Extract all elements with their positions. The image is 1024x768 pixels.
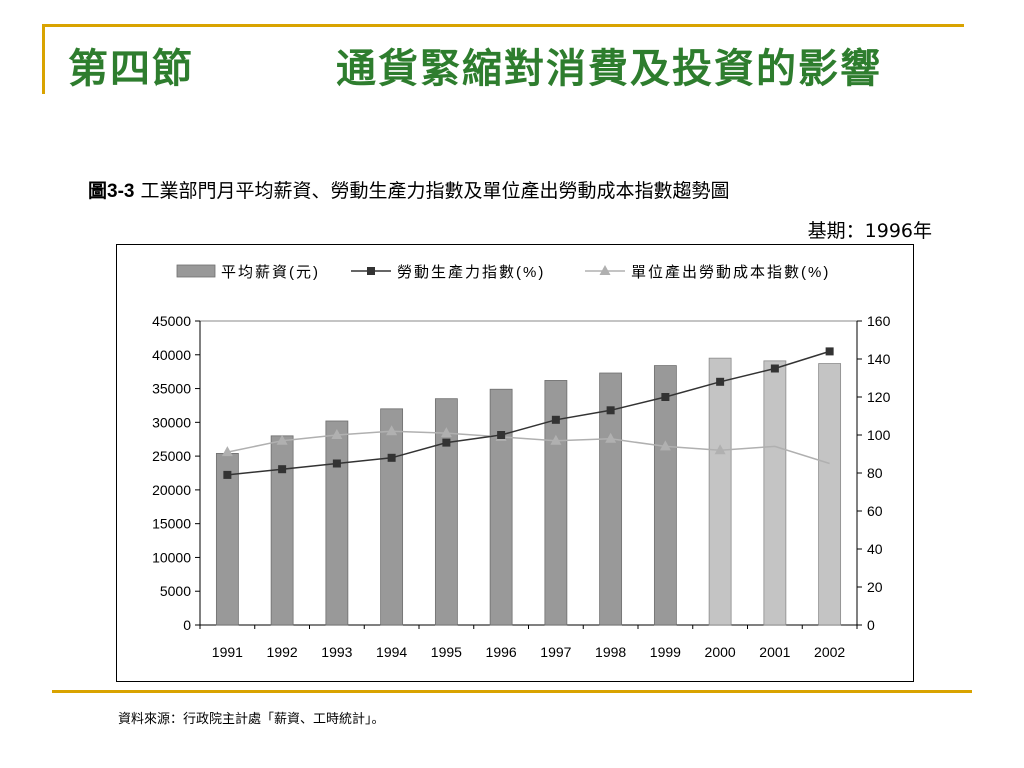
y-right-tick-label: 20 — [867, 579, 883, 595]
y-left-tick-label: 35000 — [152, 381, 191, 397]
x-tick-label: 2001 — [759, 644, 790, 660]
y-left-tick-label: 45000 — [152, 313, 191, 329]
marker-triangle — [714, 444, 726, 455]
bar-average-salary — [325, 420, 349, 626]
marker-triangle — [440, 427, 452, 438]
bar-average-salary — [215, 453, 239, 626]
y-left-tick-label: 30000 — [152, 414, 191, 430]
figure-number: 圖3-3 — [88, 181, 135, 202]
y-left-tick-label: 10000 — [152, 549, 191, 565]
bar-average-salary — [380, 408, 404, 626]
bar-average-salary — [270, 435, 294, 626]
bar-average-salary — [599, 372, 623, 626]
marker-square — [661, 393, 670, 401]
marker-triangle — [386, 425, 398, 436]
marker-square — [223, 470, 232, 479]
y-left-tick-label: 40000 — [152, 347, 191, 363]
y-right-tick-label: 160 — [867, 313, 891, 329]
legend-label-unit-cost: 單位產出勞動成本指數(%) — [631, 264, 830, 281]
bar-average-salary — [708, 357, 732, 626]
x-tick-label: 1997 — [540, 644, 571, 660]
y-left-tick-label: 15000 — [152, 516, 191, 532]
y-left-tick-label: 25000 — [152, 448, 191, 464]
line-unit-labor-cost — [227, 430, 830, 465]
marker-triangle — [605, 432, 617, 443]
marker-triangle — [221, 446, 233, 457]
bar-average-salary — [818, 363, 842, 626]
y-left-tick-label: 20000 — [152, 482, 191, 498]
section-label: 第四節 — [68, 45, 194, 92]
x-tick-label: 1999 — [650, 644, 681, 660]
x-tick-label: 2000 — [705, 644, 736, 660]
y-left-tick-label: 0 — [183, 617, 191, 633]
y-left-tick-label: 5000 — [160, 583, 191, 599]
marker-triangle — [550, 434, 562, 445]
marker-square — [551, 415, 560, 424]
y-right-tick-label: 140 — [867, 351, 891, 367]
bar-average-salary — [434, 398, 458, 626]
y-right-tick-label: 0 — [867, 617, 875, 633]
marker-triangle — [276, 434, 288, 445]
chart: 0500010000150002000025000300003500040000… — [152, 264, 891, 660]
x-tick-label: 1998 — [595, 644, 626, 660]
y-right-tick-label: 120 — [867, 389, 891, 405]
legend-swatch-salary — [176, 264, 216, 278]
x-tick-label: 1992 — [267, 644, 298, 660]
source-note: 資料來源：行政院主計處「薪資、工時統計」。 — [118, 712, 385, 727]
x-tick-label: 1991 — [212, 644, 243, 660]
y-right-tick-label: 60 — [867, 503, 883, 519]
marker-square — [278, 465, 287, 474]
legend-label-productivity: 勞動生產力指數(%) — [397, 264, 545, 281]
title-text: 通貨緊縮對消費及投資的影響 — [336, 45, 882, 92]
bar-average-salary — [653, 365, 677, 626]
marker-square — [387, 453, 396, 462]
line-labor-productivity — [227, 350, 830, 476]
x-tick-label: 1993 — [321, 644, 352, 660]
marker-square — [606, 406, 615, 415]
bar-average-salary — [763, 360, 787, 626]
legend-marker-unit-cost — [599, 265, 611, 275]
marker-square — [770, 364, 779, 373]
figure-title: 工業部門月平均薪資、勞動生產力指數及單位產出勞動成本指數趨勢圖 — [140, 180, 730, 202]
marker-square — [442, 438, 451, 447]
marker-triangle — [659, 440, 671, 451]
legend-marker-productivity — [367, 267, 375, 275]
y-right-tick-label: 80 — [867, 465, 883, 481]
x-tick-label: 2002 — [814, 644, 845, 660]
bar-average-salary — [489, 388, 513, 626]
y-right-tick-label: 40 — [867, 541, 883, 557]
figure-caption: 圖3-3 工業部門月平均薪資、勞動生產力指數及單位產出勞動成本指數趨勢圖 — [88, 176, 730, 203]
y-right-tick-label: 100 — [867, 427, 891, 443]
bottom-accent-rule — [52, 690, 972, 693]
legend-label-salary: 平均薪資(元) — [221, 264, 320, 281]
marker-square — [716, 377, 725, 386]
x-tick-label: 1995 — [431, 644, 462, 660]
base-period: 基期：1996年 — [807, 220, 932, 242]
marker-square — [825, 347, 834, 356]
marker-square — [497, 431, 506, 439]
chart-frame: 0 5000 10000 15000 20000 25000 30000 35000 40000… — [116, 244, 914, 682]
left-accent-rule — [42, 24, 45, 94]
bar-average-salary — [544, 380, 568, 626]
marker-square — [332, 459, 341, 468]
marker-triangle — [331, 429, 343, 439]
x-tick-label: 1996 — [486, 644, 517, 660]
top-accent-rule — [44, 24, 964, 27]
x-tick-label: 1994 — [376, 644, 407, 660]
